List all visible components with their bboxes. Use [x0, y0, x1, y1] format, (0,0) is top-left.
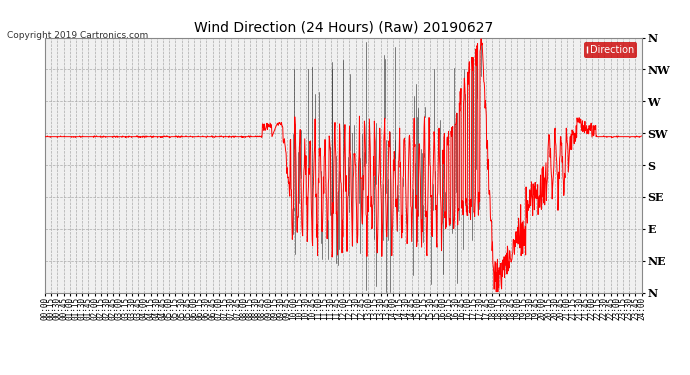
Legend: Direction: Direction: [584, 42, 637, 58]
Title: Wind Direction (24 Hours) (Raw) 20190627: Wind Direction (24 Hours) (Raw) 20190627: [194, 21, 493, 35]
Text: Copyright 2019 Cartronics.com: Copyright 2019 Cartronics.com: [7, 30, 148, 39]
